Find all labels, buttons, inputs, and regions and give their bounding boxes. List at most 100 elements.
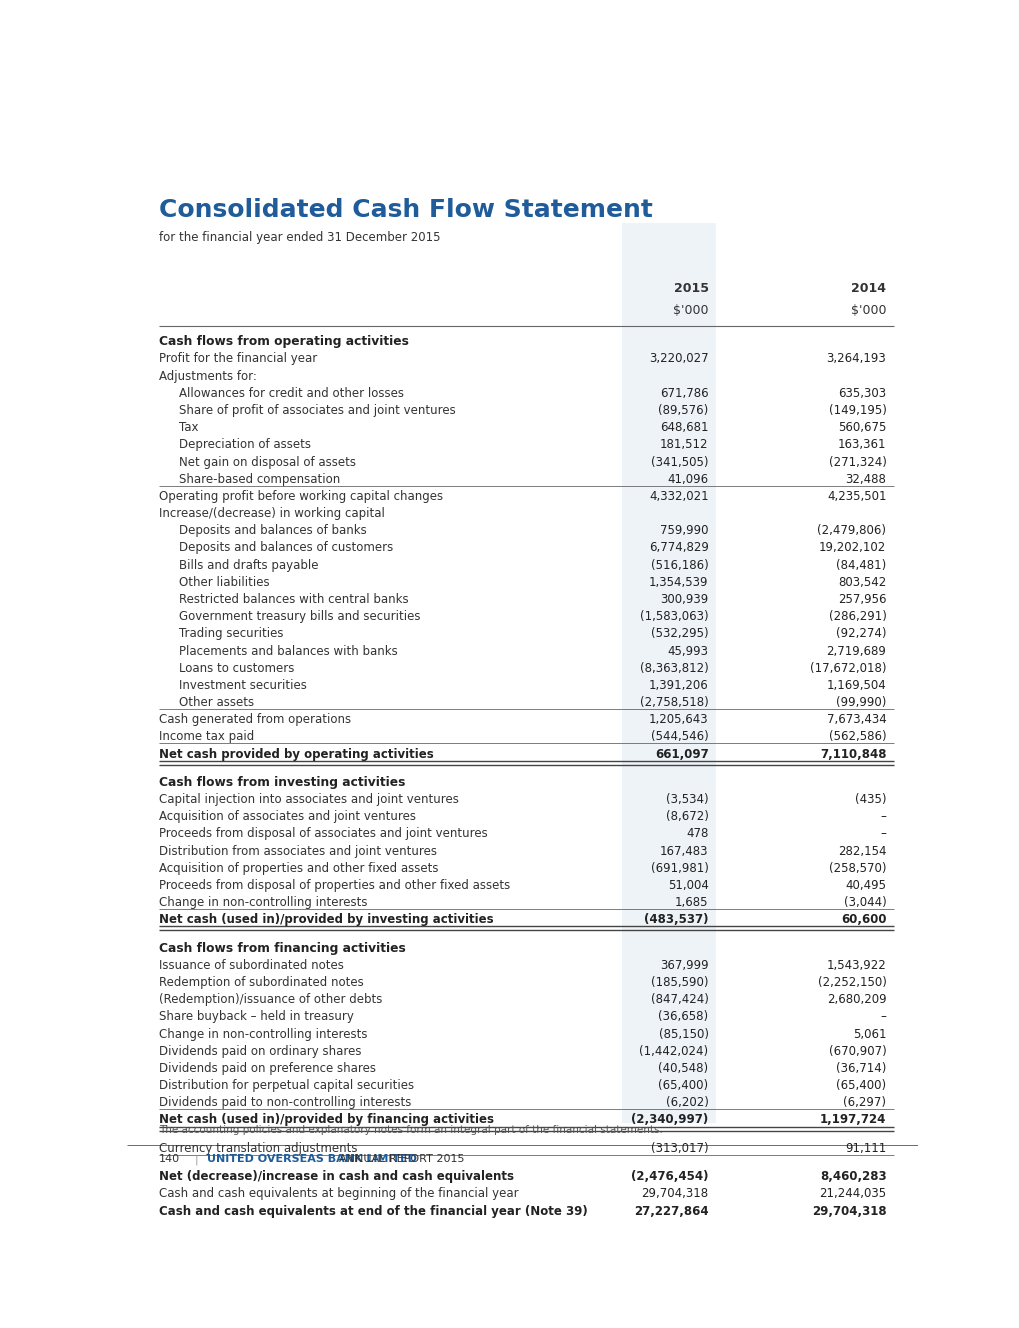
Text: Trading securities: Trading securities (178, 627, 283, 640)
Text: Cash and cash equivalents at beginning of the financial year: Cash and cash equivalents at beginning o… (159, 1187, 519, 1201)
Text: (286,291): (286,291) (827, 610, 886, 623)
Text: 1,391,206: 1,391,206 (648, 679, 708, 692)
Text: Dividends paid to non-controlling interests: Dividends paid to non-controlling intere… (159, 1097, 411, 1109)
Text: (670,907): (670,907) (827, 1045, 886, 1058)
Text: Dividends paid on preference shares: Dividends paid on preference shares (159, 1062, 376, 1074)
Text: Net cash (used in)/provided by investing activities: Net cash (used in)/provided by investing… (159, 914, 493, 927)
Text: (562,586): (562,586) (828, 730, 886, 744)
Text: 1,685: 1,685 (675, 896, 708, 910)
Text: Change in non-controlling interests: Change in non-controlling interests (159, 896, 367, 910)
Text: (271,324): (271,324) (827, 456, 886, 469)
Text: (532,295): (532,295) (650, 627, 708, 640)
Text: 140: 140 (159, 1154, 180, 1165)
Text: 7,110,848: 7,110,848 (819, 748, 886, 761)
Text: The accounting policies and explanatory notes form an integral part of the finan: The accounting policies and explanatory … (159, 1125, 662, 1134)
Text: (6,297): (6,297) (843, 1097, 886, 1109)
Text: Net cash (used in)/provided by financing activities: Net cash (used in)/provided by financing… (159, 1113, 493, 1126)
Text: 3,264,193: 3,264,193 (825, 352, 886, 365)
Text: 671,786: 671,786 (659, 386, 708, 400)
Text: (65,400): (65,400) (836, 1080, 886, 1092)
Text: 560,675: 560,675 (838, 421, 886, 434)
Text: 4,332,021: 4,332,021 (648, 490, 708, 503)
Text: (92,274): (92,274) (835, 627, 886, 640)
Text: $'000: $'000 (673, 304, 708, 316)
Text: (516,186): (516,186) (650, 559, 708, 571)
Text: 2014: 2014 (851, 282, 886, 295)
Text: 29,704,318: 29,704,318 (811, 1204, 886, 1218)
Text: 1,205,643: 1,205,643 (648, 713, 708, 726)
Text: (85,150): (85,150) (658, 1028, 708, 1041)
Text: Operating profit before working capital changes: Operating profit before working capital … (159, 490, 443, 503)
Text: Acquisition of properties and other fixed assets: Acquisition of properties and other fixe… (159, 862, 438, 875)
Text: 282,154: 282,154 (837, 845, 886, 858)
Text: (483,537): (483,537) (643, 914, 708, 927)
Text: Depreciation of assets: Depreciation of assets (178, 438, 311, 452)
Text: (8,672): (8,672) (665, 810, 708, 823)
Text: Other liabilities: Other liabilities (178, 576, 269, 588)
Text: Capital injection into associates and joint ventures: Capital injection into associates and jo… (159, 793, 459, 806)
Text: Bills and drafts payable: Bills and drafts payable (178, 559, 318, 571)
Text: 40,495: 40,495 (845, 879, 886, 892)
Text: Currency translation adjustments: Currency translation adjustments (159, 1142, 358, 1155)
Text: (185,590): (185,590) (650, 976, 708, 989)
Text: Restricted balances with central banks: Restricted balances with central banks (178, 594, 408, 606)
Text: 163,361: 163,361 (837, 438, 886, 452)
Text: Share buyback – held in treasury: Share buyback – held in treasury (159, 1011, 354, 1024)
Text: Share-based compensation: Share-based compensation (178, 473, 339, 486)
Text: 41,096: 41,096 (666, 473, 708, 486)
Text: Cash flows from operating activities: Cash flows from operating activities (159, 335, 409, 348)
Text: Investment securities: Investment securities (178, 679, 307, 692)
Text: Placements and balances with banks: Placements and balances with banks (178, 644, 397, 657)
Text: 181,512: 181,512 (659, 438, 708, 452)
Text: 4,235,501: 4,235,501 (826, 490, 886, 503)
Text: (84,481): (84,481) (836, 559, 886, 571)
Text: 2,680,209: 2,680,209 (826, 993, 886, 1007)
Text: Change in non-controlling interests: Change in non-controlling interests (159, 1028, 367, 1041)
Text: (65,400): (65,400) (657, 1080, 708, 1092)
Text: 32,488: 32,488 (845, 473, 886, 486)
Text: (89,576): (89,576) (657, 404, 708, 417)
Text: Redemption of subordinated notes: Redemption of subordinated notes (159, 976, 364, 989)
Text: (313,017): (313,017) (650, 1142, 708, 1155)
Text: 1,169,504: 1,169,504 (825, 679, 886, 692)
Text: 29,704,318: 29,704,318 (641, 1187, 708, 1201)
Text: (36,658): (36,658) (657, 1011, 708, 1024)
Text: 257,956: 257,956 (837, 594, 886, 606)
Text: Net (decrease)/increase in cash and cash equivalents: Net (decrease)/increase in cash and cash… (159, 1170, 514, 1183)
Text: 803,542: 803,542 (838, 576, 886, 588)
Text: –: – (879, 827, 886, 841)
Text: 91,111: 91,111 (845, 1142, 886, 1155)
Text: 7,673,434: 7,673,434 (825, 713, 886, 726)
Text: Other assets: Other assets (178, 696, 254, 709)
Text: (99,990): (99,990) (836, 696, 886, 709)
Text: 60,600: 60,600 (840, 914, 886, 927)
Text: 51,004: 51,004 (667, 879, 708, 892)
Text: (341,505): (341,505) (650, 456, 708, 469)
Text: (3,044): (3,044) (843, 896, 886, 910)
Text: (258,570): (258,570) (828, 862, 886, 875)
Text: (2,340,997): (2,340,997) (631, 1113, 708, 1126)
Text: 8,460,283: 8,460,283 (819, 1170, 886, 1183)
Text: 27,227,864: 27,227,864 (633, 1204, 708, 1218)
Text: Issuance of subordinated notes: Issuance of subordinated notes (159, 959, 343, 972)
Text: Cash generated from operations: Cash generated from operations (159, 713, 351, 726)
Text: Increase/(decrease) in working capital: Increase/(decrease) in working capital (159, 507, 384, 521)
Text: (691,981): (691,981) (650, 862, 708, 875)
Text: (17,672,018): (17,672,018) (809, 661, 886, 675)
Text: Cash flows from financing activities: Cash flows from financing activities (159, 942, 406, 955)
Text: 45,993: 45,993 (666, 644, 708, 657)
Text: (36,714): (36,714) (836, 1062, 886, 1074)
Text: Allowances for credit and other losses: Allowances for credit and other losses (178, 386, 404, 400)
Text: Share of profit of associates and joint ventures: Share of profit of associates and joint … (178, 404, 455, 417)
Text: 478: 478 (686, 827, 708, 841)
Text: 1,543,922: 1,543,922 (825, 959, 886, 972)
Text: ANNUAL REPORT 2015: ANNUAL REPORT 2015 (339, 1154, 465, 1165)
Text: Cash and cash equivalents at end of the financial year (Note 39): Cash and cash equivalents at end of the … (159, 1204, 587, 1218)
Text: Proceeds from disposal of properties and other fixed assets: Proceeds from disposal of properties and… (159, 879, 509, 892)
Text: Net cash provided by operating activities: Net cash provided by operating activitie… (159, 748, 433, 761)
Text: (2,476,454): (2,476,454) (631, 1170, 708, 1183)
Text: Dividends paid on ordinary shares: Dividends paid on ordinary shares (159, 1045, 362, 1058)
Text: (847,424): (847,424) (650, 993, 708, 1007)
Text: |: | (195, 1154, 198, 1165)
Text: 6,774,829: 6,774,829 (648, 542, 708, 554)
